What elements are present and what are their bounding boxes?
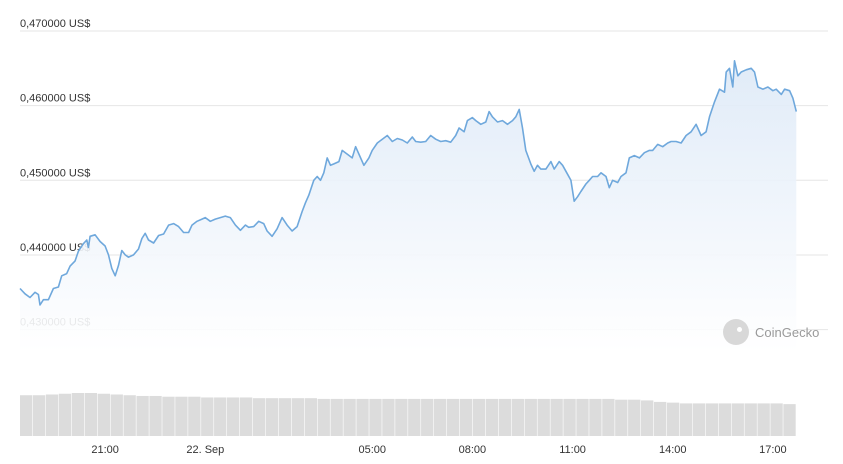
- volume-bar: [666, 402, 680, 436]
- volume-bar: [485, 398, 499, 436]
- x-tick-label: 11:00: [559, 444, 586, 456]
- volume-bar: [524, 398, 537, 436]
- volume-bar: [459, 398, 473, 436]
- volume-bar: [576, 398, 589, 436]
- volume-bar: [188, 396, 201, 436]
- volume-bar: [757, 403, 770, 436]
- volume-bar: [783, 404, 796, 436]
- volume-bar: [304, 398, 317, 436]
- gecko-logo-icon: [723, 319, 749, 345]
- volume-bar: [330, 398, 343, 436]
- volume-bar: [589, 398, 602, 436]
- volume-bar: [20, 395, 33, 436]
- volume-bar: [291, 398, 305, 436]
- volume-bar: [265, 398, 279, 436]
- volume-bar: [770, 403, 783, 436]
- volume-bar: [317, 398, 330, 436]
- volume-bar: [692, 403, 706, 436]
- volume-bar: [744, 403, 757, 436]
- watermark-text: CoinGecko: [755, 324, 820, 340]
- volume-bar: [679, 403, 693, 436]
- volume-bar: [628, 399, 641, 436]
- volume-bar: [705, 403, 719, 436]
- volume-bar: [84, 393, 98, 436]
- y-tick-label: 0,470000 US$: [20, 18, 90, 30]
- volume-bar: [421, 398, 434, 436]
- volume-bar: [446, 398, 460, 436]
- volume-bar: [498, 398, 512, 436]
- volume-bar: [252, 398, 266, 436]
- volume-bar: [110, 394, 123, 436]
- x-tick-label: 17:00: [759, 444, 787, 456]
- volume-bar: [641, 400, 654, 436]
- volume-bar: [58, 393, 72, 436]
- volume-bar: [550, 398, 563, 436]
- volume-bar: [718, 403, 731, 436]
- volume-bar: [201, 397, 214, 436]
- volume-bar: [343, 398, 356, 436]
- volume-bar: [731, 403, 744, 436]
- price-line: [19, 60, 798, 306]
- volume-bar: [45, 394, 59, 436]
- volume-bar: [162, 396, 175, 436]
- x-axis-labels: 21:00 22. Sep 05:00 08:00 11:00 14:00 17:00: [91, 444, 786, 456]
- volume-bar: [369, 398, 382, 436]
- volume-bars: [20, 393, 796, 436]
- volume-bar: [278, 398, 292, 436]
- volume-bar: [563, 398, 576, 436]
- x-tick-label: 22. Sep: [186, 444, 224, 456]
- volume-bar: [472, 398, 486, 436]
- volume-bar: [382, 398, 395, 436]
- x-tick-label: 08:00: [459, 444, 487, 456]
- volume-bar: [149, 395, 162, 436]
- volume-bar: [408, 398, 421, 436]
- volume-bar: [602, 398, 615, 436]
- volume-bar: [175, 396, 188, 436]
- volume-bar: [653, 401, 667, 436]
- y-tick-label: 0,440000 US$: [20, 242, 90, 254]
- x-tick-label: 21:00: [91, 444, 119, 456]
- volume-bar: [615, 399, 628, 436]
- volume-bar: [214, 397, 227, 436]
- volume-bar: [227, 397, 240, 436]
- coingecko-watermark: CoinGecko: [723, 319, 819, 345]
- volume-bar: [356, 398, 369, 436]
- volume-bar: [239, 397, 253, 436]
- y-tick-label: 0,460000 US$: [20, 93, 90, 105]
- volume-bar: [511, 398, 524, 436]
- volume-bar: [395, 398, 408, 436]
- y-tick-label: 0,450000 US$: [20, 167, 90, 179]
- volume-bar: [434, 398, 447, 436]
- volume-bar: [32, 395, 46, 436]
- volume-bar: [97, 393, 110, 436]
- volume-bar: [71, 393, 85, 436]
- volume-bar: [123, 395, 136, 436]
- price-area-fill: [20, 60, 797, 353]
- volume-bar: [136, 395, 149, 436]
- x-tick-label: 14:00: [659, 444, 687, 456]
- volume-bar: [537, 398, 550, 436]
- x-tick-label: 05:00: [358, 444, 386, 456]
